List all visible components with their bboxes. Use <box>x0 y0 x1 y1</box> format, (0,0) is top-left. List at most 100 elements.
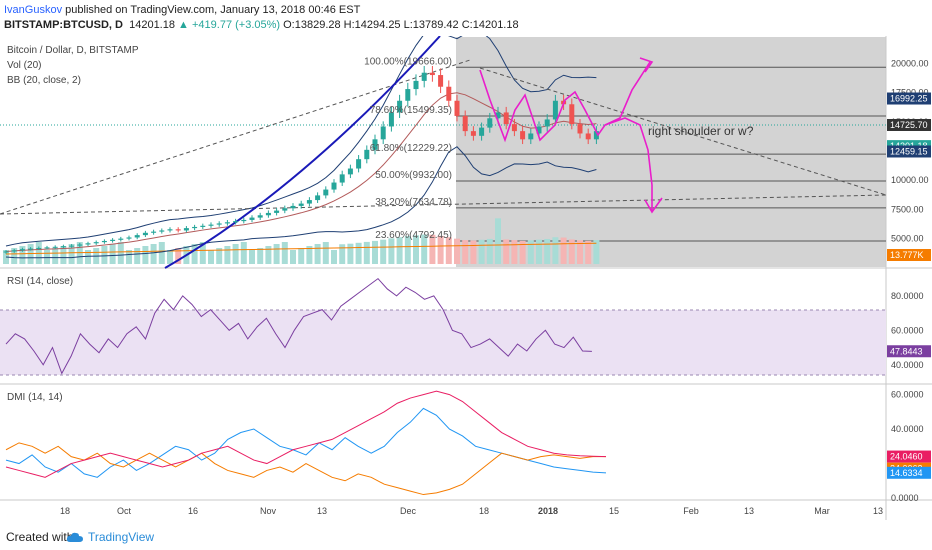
candle-body <box>36 247 42 249</box>
candle-body <box>454 100 460 116</box>
time-tick-label: Oct <box>117 506 132 516</box>
fib-label: 50.00%(9932.00) <box>375 170 452 181</box>
di-minus-line <box>5 442 606 496</box>
rsi-legend[interactable]: RSI (14, close) <box>7 276 73 287</box>
time-tick-label: Mar <box>814 506 830 516</box>
trendline-dashed[interactable] <box>479 67 887 196</box>
trendline-dashed[interactable] <box>0 59 471 215</box>
candle-body <box>323 189 329 196</box>
price-tick-label: 20000.00 <box>891 58 929 68</box>
dmi-tick-label: 60.0000 <box>891 390 924 400</box>
di-plus-line <box>5 407 607 478</box>
candle-body <box>224 222 230 224</box>
candle-body <box>241 219 247 222</box>
fib-label: 23.60%(4792.45) <box>375 230 452 241</box>
time-tick-label: 2018 <box>538 506 558 516</box>
candle-body <box>577 124 583 134</box>
published-text: published on TradingView.com, January 13… <box>62 4 361 16</box>
price-badge-label: 12459.15 <box>890 146 928 156</box>
candle-body <box>429 72 435 76</box>
candle-body <box>175 229 181 231</box>
candle-body <box>446 86 452 101</box>
tradingview-brand-link[interactable]: TradingView <box>88 530 155 544</box>
time-tick-label: 15 <box>609 506 619 516</box>
trendline-dashed[interactable] <box>0 194 887 215</box>
symbol-label: BITSTAMP:BTCUSD, D <box>4 19 123 31</box>
candle-body <box>585 133 591 140</box>
tradingview-cloud-icon <box>66 532 83 542</box>
candle-body <box>216 223 222 225</box>
volume-bar <box>544 238 551 264</box>
vol-legend[interactable]: Vol (20) <box>7 60 41 71</box>
candle-body <box>11 250 17 252</box>
candle-body <box>28 248 34 250</box>
candle-body <box>479 127 485 136</box>
parabolic-curve[interactable] <box>164 36 441 269</box>
candle-body <box>503 112 509 125</box>
volume-bar <box>519 240 526 264</box>
pattern-drawing[interactable] <box>479 57 663 214</box>
candle-body <box>126 237 132 239</box>
volume-bar <box>142 246 149 264</box>
candle-body <box>85 243 91 245</box>
volume-bar <box>593 240 600 264</box>
dmi-legend[interactable]: DMI (14, 14) <box>7 392 63 403</box>
candle-body <box>167 229 173 231</box>
volume-bar <box>298 248 305 264</box>
rsi-tick-label: 60.0000 <box>891 325 924 335</box>
chart-area[interactable]: Bitcoin / Dollar, D, BITSTAMP Vol (20) B… <box>0 36 932 524</box>
ohlc-values: O:13829.28 H:14294.25 L:13789.42 C:14201… <box>283 19 519 31</box>
volume-bar <box>249 250 255 264</box>
volume-bar <box>429 234 436 264</box>
candle-body <box>257 215 263 218</box>
candle-body <box>233 221 239 223</box>
candle-body <box>397 100 403 113</box>
bb-lower-line <box>5 146 597 259</box>
dmi-badge-label: 14.6334 <box>890 468 923 478</box>
created-with-text: Created with <box>6 530 74 544</box>
candle-body <box>356 159 362 169</box>
volume-bar <box>273 244 280 264</box>
candle-body <box>151 231 157 233</box>
time-tick-label: 18 <box>479 506 489 516</box>
candle-body <box>462 115 468 132</box>
candle-body <box>44 247 50 249</box>
candle-body <box>298 203 304 206</box>
volume-bar <box>372 240 378 264</box>
time-axis[interactable]: 18 Oct 16 Nov 13 Dec 18 2018 15 Feb 13 Mar 13 <box>60 506 883 516</box>
volume-bar <box>60 246 67 264</box>
volume-bar <box>208 250 214 264</box>
candle-body <box>134 235 140 238</box>
volume-bar <box>240 242 247 264</box>
volume-bar <box>322 242 329 264</box>
volume-bar <box>126 250 132 264</box>
volume-bar <box>388 238 395 264</box>
volume-bar <box>68 244 75 264</box>
author-link[interactable]: IvanGuskov <box>4 4 63 16</box>
candle-body <box>249 217 255 220</box>
volume-bar <box>552 237 559 264</box>
volume-bar <box>19 246 26 264</box>
candle-body <box>569 104 575 125</box>
candle-body <box>200 225 206 227</box>
candles <box>3 65 599 254</box>
fib-label: 61.80%(12229.22) <box>370 143 452 154</box>
bb-legend[interactable]: BB (20, close, 2) <box>7 75 81 86</box>
candle-body <box>101 240 107 243</box>
candle-body <box>495 112 501 119</box>
volume-bar <box>421 234 428 264</box>
candle-body <box>118 238 124 240</box>
time-tick-label: 13 <box>317 506 327 516</box>
dmi-badge <box>887 450 931 463</box>
adx-line <box>5 390 607 478</box>
volume-bar <box>265 246 272 264</box>
candle-body <box>208 224 214 226</box>
volume-bar <box>175 248 182 264</box>
volume-bar <box>396 237 403 264</box>
rsi-tick-label: 80.0000 <box>891 291 924 301</box>
candle-body <box>421 72 427 81</box>
volume-bar <box>568 239 575 264</box>
volume-bar <box>454 238 460 264</box>
annotation-text[interactable]: right shoulder or w? <box>648 124 754 138</box>
volume-bar <box>478 239 485 264</box>
